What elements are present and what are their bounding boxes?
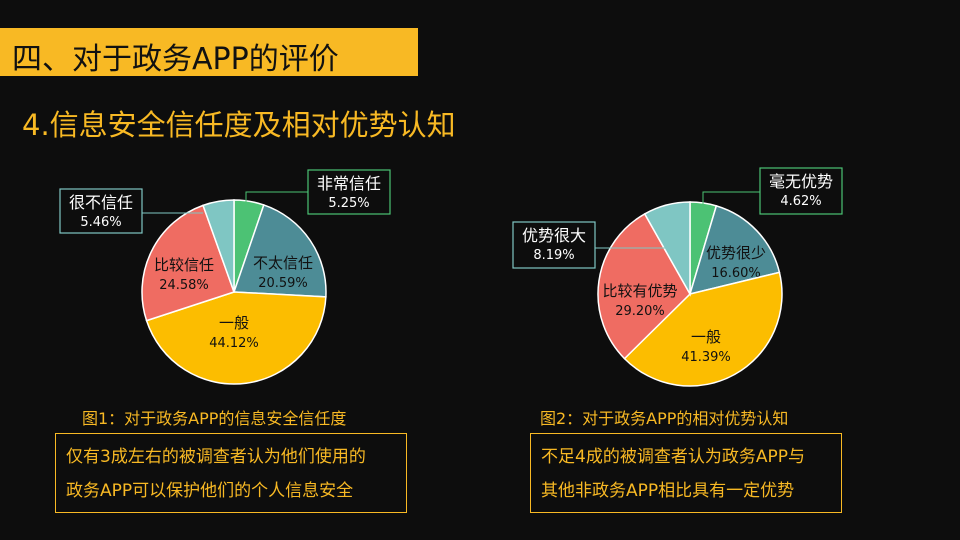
chart1-note-line: 政务APP可以保护他们的个人信息安全 [66,481,354,501]
slice-label: 一般 [219,314,249,332]
slice-label: 一般 [691,328,721,346]
chart2-caption: 图2：对于政务APP的相对优势认知 [540,409,789,428]
slice-value: 4.62% [780,194,821,209]
slice-value: 41.39% [681,350,731,365]
slice-value: 29.20% [615,304,665,319]
label-box [759,167,843,215]
slice-value: 5.25% [328,196,369,211]
pie-slice [643,201,691,297]
chart1-note: 仅有3成左右的被调查者认为他们使用的 政务APP可以保护他们的个人信息安全 [55,433,407,513]
slice-label: 优势很大 [522,226,586,245]
pie-slice [232,204,327,298]
slice-label: 非常信任 [317,174,381,193]
slice-label: 很不信任 [69,193,133,212]
label-box [59,188,143,234]
pie-slice [141,204,235,322]
slice-label: 比较有优势 [602,282,677,300]
chart1-note-line: 仅有3成左右的被调查者认为他们使用的 [66,447,366,467]
leader-line [245,191,308,202]
chart1-caption: 图1：对于政务APP的信息安全信任度 [82,409,347,428]
slice-value: 20.59% [258,276,308,291]
section-subtitle: 4.信息安全信任度及相对优势认知 [22,108,456,142]
slice-label: 毫无优势 [769,172,833,191]
slice-value: 8.19% [533,248,574,263]
page-title: 四、对于政务APP的评价 [12,42,339,77]
pie-slice [597,212,691,360]
slice-value: 16.60% [711,266,761,281]
slice-value: 24.58% [159,278,209,293]
slice-label: 比较信任 [154,256,214,274]
chart2-note-line: 其他非政务APP相比具有一定优势 [541,481,795,501]
label-box [512,221,596,269]
leader-line [702,191,760,204]
pie-slice [145,291,327,385]
slice-label: 优势很少 [706,244,766,262]
slice-value: 5.46% [80,215,121,230]
title-banner: 四、对于政务APP的评价 [0,28,418,77]
label-box [307,169,391,215]
slice-value: 44.12% [209,336,259,351]
chart2-note: 不足4成的被调查者认为政务APP与 其他非政务APP相比具有一定优势 [530,433,842,513]
slice-label: 不太信任 [253,254,313,272]
pie-slice [688,204,781,296]
chart2-note-line: 不足4成的被调查者认为政务APP与 [541,447,805,467]
pie-slice [623,271,783,387]
pie-slice [202,199,235,293]
